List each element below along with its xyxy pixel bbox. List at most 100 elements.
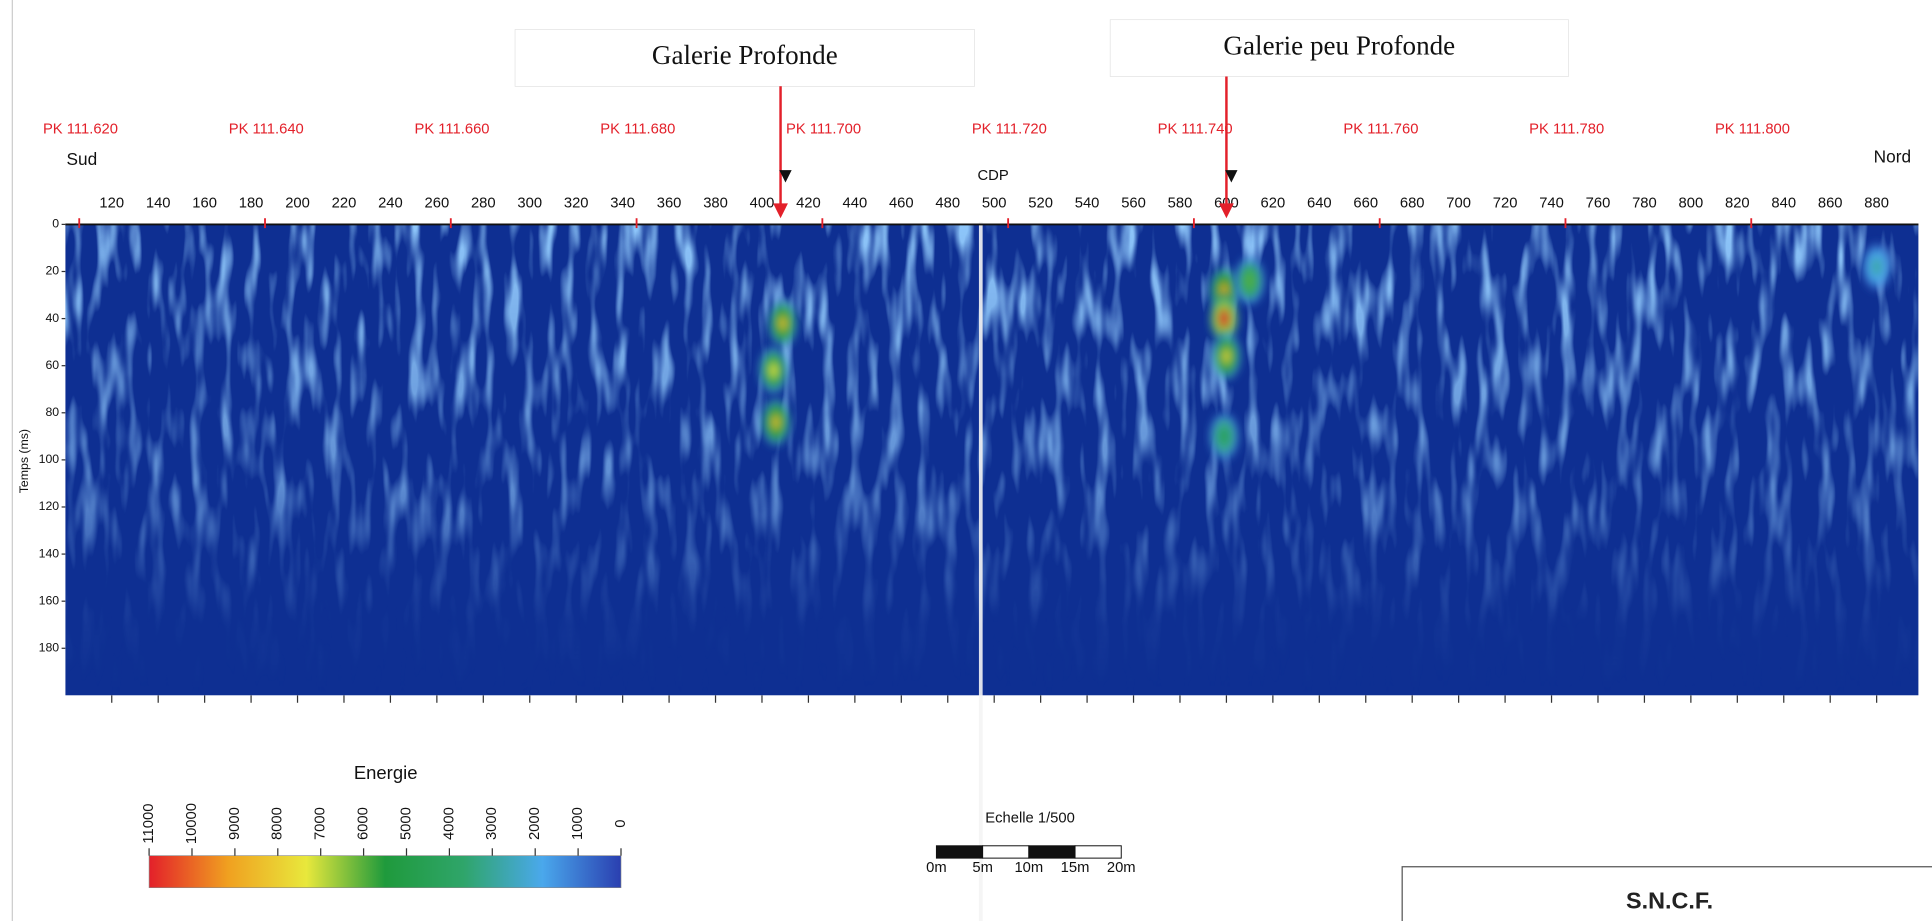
x-tick-label: 240 <box>378 195 403 211</box>
scale-bar-label: 0m <box>926 860 947 876</box>
hotspot <box>759 395 794 449</box>
y-axis-title: Temps (ms) <box>17 429 31 493</box>
colorbar-tick-label: 6000 <box>356 807 372 840</box>
colorbar-tick-label: 8000 <box>270 807 286 840</box>
x-tick-label: 700 <box>1446 195 1471 211</box>
right-label: Nord <box>1874 146 1911 166</box>
scale-bar-label: 10m <box>1014 860 1043 876</box>
x-tick-label: 300 <box>517 195 542 211</box>
x-tick-label: 640 <box>1307 195 1332 211</box>
hotspot <box>766 296 801 350</box>
x-tick-label: 200 <box>285 195 310 211</box>
pk-label: PK 111.660 <box>415 121 490 137</box>
colorbar-tick-label: 3000 <box>484 807 500 840</box>
y-tick-label: 120 <box>39 499 60 513</box>
hotspot <box>756 343 791 397</box>
colorbar-tick-label: 4000 <box>441 807 457 840</box>
x-tick-label: 780 <box>1632 195 1657 211</box>
signal-texture <box>65 224 1918 695</box>
x-tick-label: 880 <box>1864 195 1889 211</box>
x-tick-label: 320 <box>564 195 589 211</box>
x-tick-label: 860 <box>1818 195 1843 211</box>
pk-label: PK 111.640 <box>229 121 304 137</box>
scale-bar-segment <box>1075 846 1121 858</box>
x-tick-label: 680 <box>1400 195 1425 211</box>
x-tick-label: 440 <box>843 195 868 211</box>
hotspot <box>1209 329 1244 383</box>
colorbar-tick-label: 0 <box>613 819 629 827</box>
footer-title: S.N.C.F. <box>1626 888 1713 914</box>
y-tick-label: 20 <box>45 264 59 278</box>
pk-label: PK 111.780 <box>1529 121 1604 137</box>
x-tick-label: 460 <box>889 195 914 211</box>
colorbar-tick-label: 9000 <box>227 807 243 840</box>
x-tick-label: 340 <box>610 195 635 211</box>
left-label: Sud <box>67 149 98 169</box>
x-tick-label: 620 <box>1261 195 1286 211</box>
colorbar-title: Energie <box>354 762 418 783</box>
x-tick-label: 280 <box>471 195 496 211</box>
scale-bar-segment <box>1029 846 1075 858</box>
hotspot <box>1207 409 1242 463</box>
hotspot <box>1232 254 1267 308</box>
colorbar-tick-label: 10000 <box>184 803 200 844</box>
scale-bar-title: Echelle 1/500 <box>985 811 1075 827</box>
hotspot <box>1859 240 1894 294</box>
x-tick-label: 160 <box>192 195 217 211</box>
scale-bar-label: 20m <box>1107 860 1136 876</box>
plot-area <box>65 224 1918 695</box>
colorbar-tick-label: 2000 <box>527 807 543 840</box>
pk-label: PK 111.620 <box>43 121 118 137</box>
y-tick-label: 60 <box>45 358 59 372</box>
x-axis-title: CDP <box>978 168 1009 184</box>
x-tick-label: 820 <box>1725 195 1750 211</box>
pk-label: PK 111.800 <box>1715 121 1790 137</box>
pk-label: PK 111.760 <box>1343 121 1418 137</box>
colorbar-tick-label: 1000 <box>570 807 586 840</box>
x-tick-label: 120 <box>99 195 124 211</box>
x-tick-label: 720 <box>1493 195 1518 211</box>
y-tick-label: 80 <box>45 405 59 419</box>
colorbar-tick-label: 5000 <box>398 807 414 840</box>
x-tick-label: 520 <box>1028 195 1053 211</box>
pk-label: PK 111.700 <box>786 121 861 137</box>
x-tick-label: 140 <box>146 195 171 211</box>
pk-label: PK 111.720 <box>972 121 1047 137</box>
chart: S.N.C.F. Sud Nord CDP Temps (ms) Energie… <box>0 0 1932 921</box>
colorbar <box>149 856 621 888</box>
annotation-label: Galerie Profonde <box>652 40 838 70</box>
x-tick-label: 500 <box>982 195 1007 211</box>
x-tick-label: 760 <box>1586 195 1611 211</box>
x-tick-label: 400 <box>750 195 775 211</box>
y-tick-label: 40 <box>45 311 59 325</box>
scale-bar-label: 5m <box>972 860 993 876</box>
x-tick-label: 540 <box>1075 195 1100 211</box>
x-tick-label: 480 <box>935 195 960 211</box>
y-tick-label: 140 <box>39 546 60 560</box>
x-tick-label: 660 <box>1353 195 1378 211</box>
y-tick-label: 100 <box>39 452 60 466</box>
annotation-label: Galerie peu Profonde <box>1223 30 1455 60</box>
x-tick-label: 420 <box>796 195 821 211</box>
colorbar-tick-label: 7000 <box>313 807 329 840</box>
scale-bar-segment <box>983 846 1029 858</box>
y-tick-label: 180 <box>39 641 60 655</box>
x-tick-label: 360 <box>657 195 682 211</box>
x-tick-label: 260 <box>425 195 450 211</box>
y-tick-label: 0 <box>52 217 59 231</box>
page: {"chart_data": { "type": "heatmap", "yla… <box>0 0 1932 921</box>
y-tick-label: 160 <box>39 593 60 607</box>
scale-bar-segment <box>936 846 982 858</box>
x-tick-label: 740 <box>1539 195 1564 211</box>
x-tick-label: 840 <box>1771 195 1796 211</box>
colorbar-tick-label: 11000 <box>141 804 157 844</box>
x-tick-label: 180 <box>239 195 264 211</box>
x-tick-label: 580 <box>1168 195 1193 211</box>
pk-label: PK 111.740 <box>1158 121 1233 137</box>
pk-label: PK 111.680 <box>600 121 675 137</box>
x-tick-label: 800 <box>1679 195 1704 211</box>
x-tick-label: 220 <box>332 195 357 211</box>
scale-bar-label: 15m <box>1061 860 1090 876</box>
x-tick-label: 380 <box>703 195 728 211</box>
x-tick-label: 560 <box>1121 195 1146 211</box>
